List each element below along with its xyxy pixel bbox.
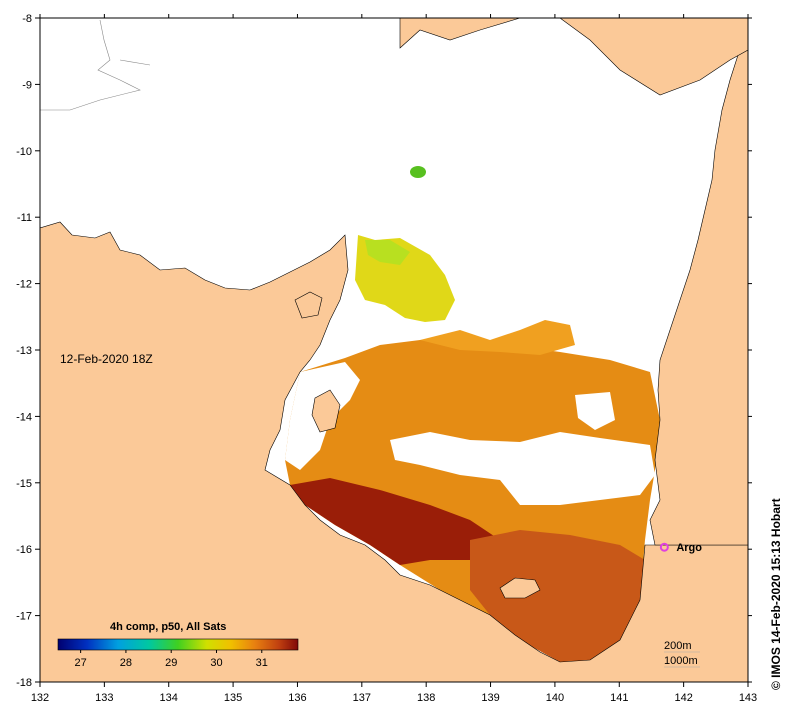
land-island	[294, 291, 323, 319]
sst-field-north-orange	[420, 320, 575, 355]
x-tick-label: 137	[353, 692, 371, 704]
cloud-gap	[575, 392, 615, 430]
x-tick-label: 132	[31, 692, 49, 704]
contour-legend: 200m 1000m	[664, 640, 700, 668]
sst-patch-green	[410, 166, 426, 178]
credit-label: © IMOS 14-Feb-2020 15:13 Hobart	[769, 498, 783, 690]
y-tick-label: -9	[22, 79, 32, 91]
colorbar-ticks: 27 28 29 30 31	[75, 650, 268, 669]
x-tick-label: 134	[160, 692, 178, 704]
timestamp-label: 12-Feb-2020 18Z	[60, 352, 153, 366]
y-axis: -8 -9 -10 -11 -12 -13 -14 -15 -16 -17 -18	[16, 13, 752, 689]
y-tick-label: -16	[16, 544, 32, 556]
sst-field-hot	[290, 478, 500, 565]
land-cape-york	[649, 39, 748, 546]
y-tick-label: -18	[16, 677, 32, 689]
colorbar-gradient	[57, 638, 299, 651]
x-tick-label: 140	[546, 692, 564, 704]
argo-marker: Argo	[659, 542, 702, 554]
land-new-guinea	[399, 18, 748, 96]
y-tick-label: -15	[16, 478, 32, 490]
y-tick-label: -13	[16, 345, 32, 357]
x-tick-label: 138	[417, 692, 435, 704]
colorbar-tick-label: 27	[75, 657, 87, 669]
colorbar: 4h comp, p50, All Sats 27 28 29 30 31	[57, 621, 299, 669]
contour-legend-200m: 200m	[664, 640, 692, 652]
y-tick-label: -12	[16, 279, 32, 291]
land-island	[311, 389, 341, 433]
argo-float-icon	[659, 542, 669, 552]
sst-field-warm-south	[470, 530, 645, 662]
colorbar-tick-label: 28	[120, 657, 132, 669]
land	[40, 18, 748, 682]
y-tick-label: -17	[16, 611, 32, 623]
cloud-gap	[390, 432, 655, 505]
land-mornington-island	[499, 577, 541, 599]
contour-legend-1000m: 1000m	[664, 655, 698, 667]
coastline-detail	[40, 19, 151, 111]
x-axis: 132 133 134 135 136 137 138 139 140 141 142 143	[31, 14, 757, 704]
sst-field-green	[365, 240, 410, 265]
x-tick-label: 136	[288, 692, 306, 704]
y-tick-label: -11	[17, 212, 32, 224]
y-tick-label: -8	[22, 13, 32, 25]
y-tick-label: -14	[16, 411, 32, 423]
y-tick-label: -10	[16, 146, 32, 158]
x-tick-label: 135	[224, 692, 242, 704]
land-northern-territory	[40, 221, 748, 682]
x-tick-label: 142	[674, 692, 692, 704]
x-tick-label: 133	[95, 692, 113, 704]
x-tick-label: 139	[481, 692, 499, 704]
argo-label: Argo	[676, 542, 702, 554]
colorbar-tick-label: 29	[165, 657, 177, 669]
x-tick-label: 143	[739, 692, 757, 704]
colorbar-tick-label: 31	[256, 657, 268, 669]
colorbar-tick-label: 30	[210, 657, 222, 669]
x-tick-label: 141	[610, 692, 628, 704]
colorbar-title: 4h comp, p50, All Sats	[110, 621, 226, 633]
